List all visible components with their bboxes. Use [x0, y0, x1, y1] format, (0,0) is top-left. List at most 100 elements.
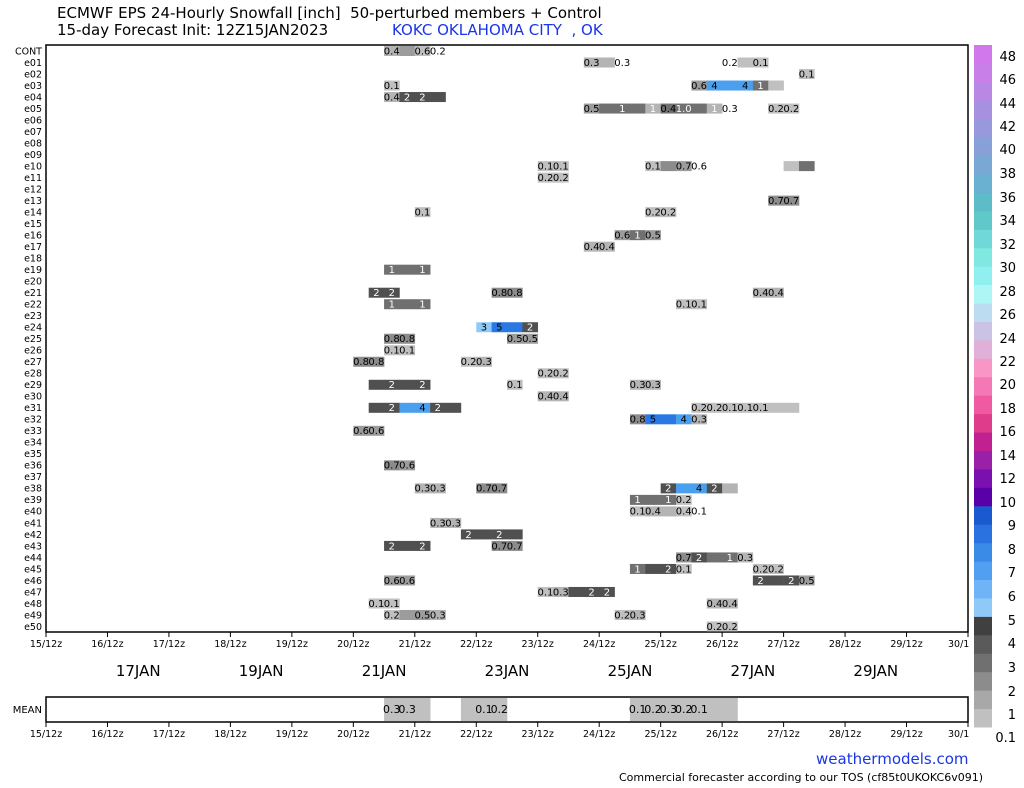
heat-cell	[353, 356, 369, 367]
heat-cell	[737, 552, 754, 563]
cell-value-label: 0.1	[722, 403, 738, 414]
colorbar-tick-label: 34	[999, 214, 1016, 229]
heat-cell	[722, 598, 738, 609]
heat-cell	[783, 402, 800, 413]
heat-cell	[660, 563, 677, 574]
colorbar-swatch	[974, 708, 992, 728]
heat-cell	[476, 483, 492, 494]
cell-value-label: 0.4	[676, 507, 692, 518]
heat-cell	[384, 92, 400, 103]
heat-cell	[476, 356, 492, 367]
member-row-label: e26	[24, 346, 42, 357]
heat-cell	[645, 414, 661, 425]
member-row-label: e30	[24, 392, 42, 403]
heat-cell	[384, 80, 400, 91]
cell-value-label: 0.3	[476, 357, 492, 368]
member-row-label: e06	[24, 115, 42, 126]
mean-axis-tick-label: 20/12z	[337, 729, 369, 740]
member-row-label: e43	[24, 541, 42, 552]
member-row-label: e23	[24, 311, 42, 322]
heat-cell	[430, 92, 446, 103]
heat-cell	[752, 402, 769, 413]
colorbar-tick-label: 12	[999, 472, 1016, 487]
mean-axis-tick-label: 21/12z	[399, 729, 431, 740]
heat-cell	[645, 506, 661, 517]
credit-link[interactable]: weathermodels.com	[816, 750, 969, 768]
cell-value-label: 0.1	[384, 346, 400, 357]
heat-cell	[553, 172, 569, 183]
cell-value-label: 0.8	[491, 288, 507, 299]
cell-value-label: 0.2	[384, 610, 400, 621]
day-label: 17JAN	[116, 662, 161, 680]
cell-value-label: 0.4	[384, 92, 400, 103]
heat-cell	[491, 483, 508, 494]
cell-value-label: 0.1	[691, 507, 707, 518]
cell-value-label: 0.4	[645, 507, 661, 518]
cell-value-label: 4	[681, 415, 687, 426]
heat-cell	[691, 414, 708, 425]
heat-cell	[706, 103, 723, 114]
cell-value-label: 2	[419, 541, 425, 552]
member-row-label: e05	[24, 104, 42, 115]
heat-cell	[368, 598, 385, 609]
colorbar-swatch	[974, 45, 992, 64]
member-row-label: e44	[24, 553, 42, 564]
colorbar-swatch	[974, 505, 992, 525]
member-row-label: e17	[24, 242, 42, 253]
member-row-label: e19	[24, 265, 42, 276]
heat-cell	[752, 287, 769, 298]
heat-cell	[399, 92, 416, 103]
heat-cell	[553, 586, 569, 597]
colorbar-swatch	[974, 690, 992, 710]
heat-cell	[768, 402, 784, 413]
heat-cell	[414, 379, 431, 390]
cell-value-label: 1	[711, 104, 717, 115]
mean-cell	[706, 698, 723, 721]
cell-value-label: 1	[757, 81, 763, 92]
heat-cell	[614, 230, 631, 241]
heat-cell	[583, 241, 600, 252]
member-row-label: e18	[24, 254, 42, 265]
member-row-label: e48	[24, 599, 42, 610]
cell-value-label: 0.3	[430, 518, 446, 529]
mean-cell	[629, 698, 646, 721]
heat-cell	[737, 57, 754, 68]
mean-cell	[384, 698, 400, 721]
heat-cell	[537, 172, 554, 183]
colorbar-swatch	[974, 524, 992, 544]
cell-value-label: 0.7	[491, 541, 507, 552]
cell-value-label: 1	[650, 104, 656, 115]
mean-cell	[722, 698, 738, 721]
colorbar-tick-label: 38	[999, 167, 1016, 182]
x-axis-tick-label: 25/12z	[644, 639, 676, 650]
heat-cell	[414, 402, 431, 413]
colorbar-tick-label: 18	[999, 402, 1016, 417]
mean-cell	[476, 698, 492, 721]
member-row-label: CONT	[15, 46, 42, 57]
mean-value-label: 0.1	[629, 703, 647, 716]
heat-cell	[676, 506, 692, 517]
cell-value-label: 0.8	[368, 357, 384, 368]
heat-cell	[384, 460, 400, 471]
cell-value-label: 0.3	[553, 587, 569, 598]
heat-cell	[384, 402, 400, 413]
heat-cell	[476, 322, 492, 333]
cell-value-label: 0.2	[660, 207, 676, 218]
colorbar-swatch	[974, 192, 992, 212]
chart-subtitle: 15-day Forecast Init: 12Z15JAN2023	[57, 21, 329, 39]
heat-cell	[676, 299, 692, 310]
heat-cell	[553, 368, 569, 379]
x-axis-tick-label: 20/12z	[337, 639, 369, 650]
heat-cell	[384, 46, 400, 57]
heat-cell	[676, 494, 692, 505]
heat-cell	[384, 379, 400, 390]
heat-cell	[660, 207, 677, 218]
cell-value-label: 0.6	[399, 461, 415, 472]
heat-cell	[491, 322, 508, 333]
cell-value-label: 0.6	[353, 426, 369, 437]
heat-cell	[399, 575, 416, 586]
heat-cell	[645, 494, 661, 505]
colorbar-swatch	[974, 155, 992, 175]
day-label: 19JAN	[239, 662, 284, 680]
mean-cell	[491, 698, 508, 721]
